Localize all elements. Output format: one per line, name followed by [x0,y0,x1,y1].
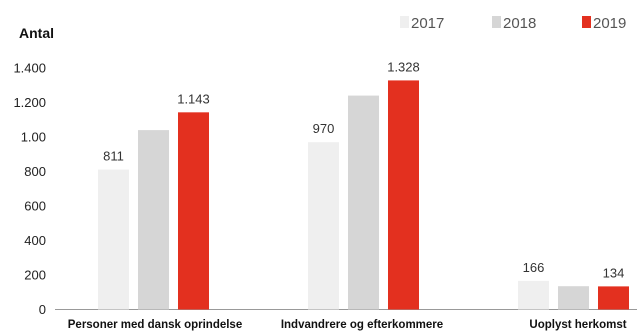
bar-2019-2 [598,286,629,310]
data-label: 1.143 [177,91,210,106]
y-axis-label: Antal [19,25,54,41]
bar-2017-1 [308,142,339,310]
bar-2017-0 [98,169,129,310]
legend-label: 2017 [411,15,444,32]
y-axis-ticks: 0 200 400 600 800 1.00 1.200 1.400 [13,61,46,318]
bars [98,80,629,310]
category-label: Uoplyst herkomst [529,319,626,331]
bar-2018-1 [348,95,379,310]
bar-2017-2 [518,280,549,310]
y-tick-label: 1.400 [13,61,46,76]
y-tick-label: 1.200 [13,95,46,110]
data-label: 134 [603,265,625,280]
legend: 2017 2018 2019 [400,15,626,32]
y-tick-label: 400 [24,233,46,248]
bar-2019-0 [178,112,209,310]
data-label: 970 [313,121,335,136]
bar-2019-1 [388,80,419,310]
y-tick-label: 1.00 [21,130,46,145]
data-label: 1.328 [387,59,420,74]
y-tick-label: 200 [24,268,46,283]
bar-2018-0 [138,130,169,310]
data-label: 166 [523,260,545,275]
legend-label: 2018 [503,15,536,32]
y-tick-label: 600 [24,199,46,214]
legend-swatch-2017 [400,16,409,28]
data-label: 811 [103,149,124,164]
y-tick-label: 800 [24,164,46,179]
bar-2018-2 [558,286,589,310]
y-tick-label: 0 [39,302,46,317]
legend-swatch-2018 [492,16,501,28]
category-labels: Personer med dansk oprindelse Indvandrere… [68,319,627,331]
category-label: Indvandrere og efterkommere [281,319,443,331]
category-label: Personer med dansk oprindelse [68,319,242,331]
data-labels: 811 970 166 1.143 1.328 134 [103,59,624,280]
legend-label: 2019 [593,15,626,32]
legend-swatch-2019 [582,16,591,28]
